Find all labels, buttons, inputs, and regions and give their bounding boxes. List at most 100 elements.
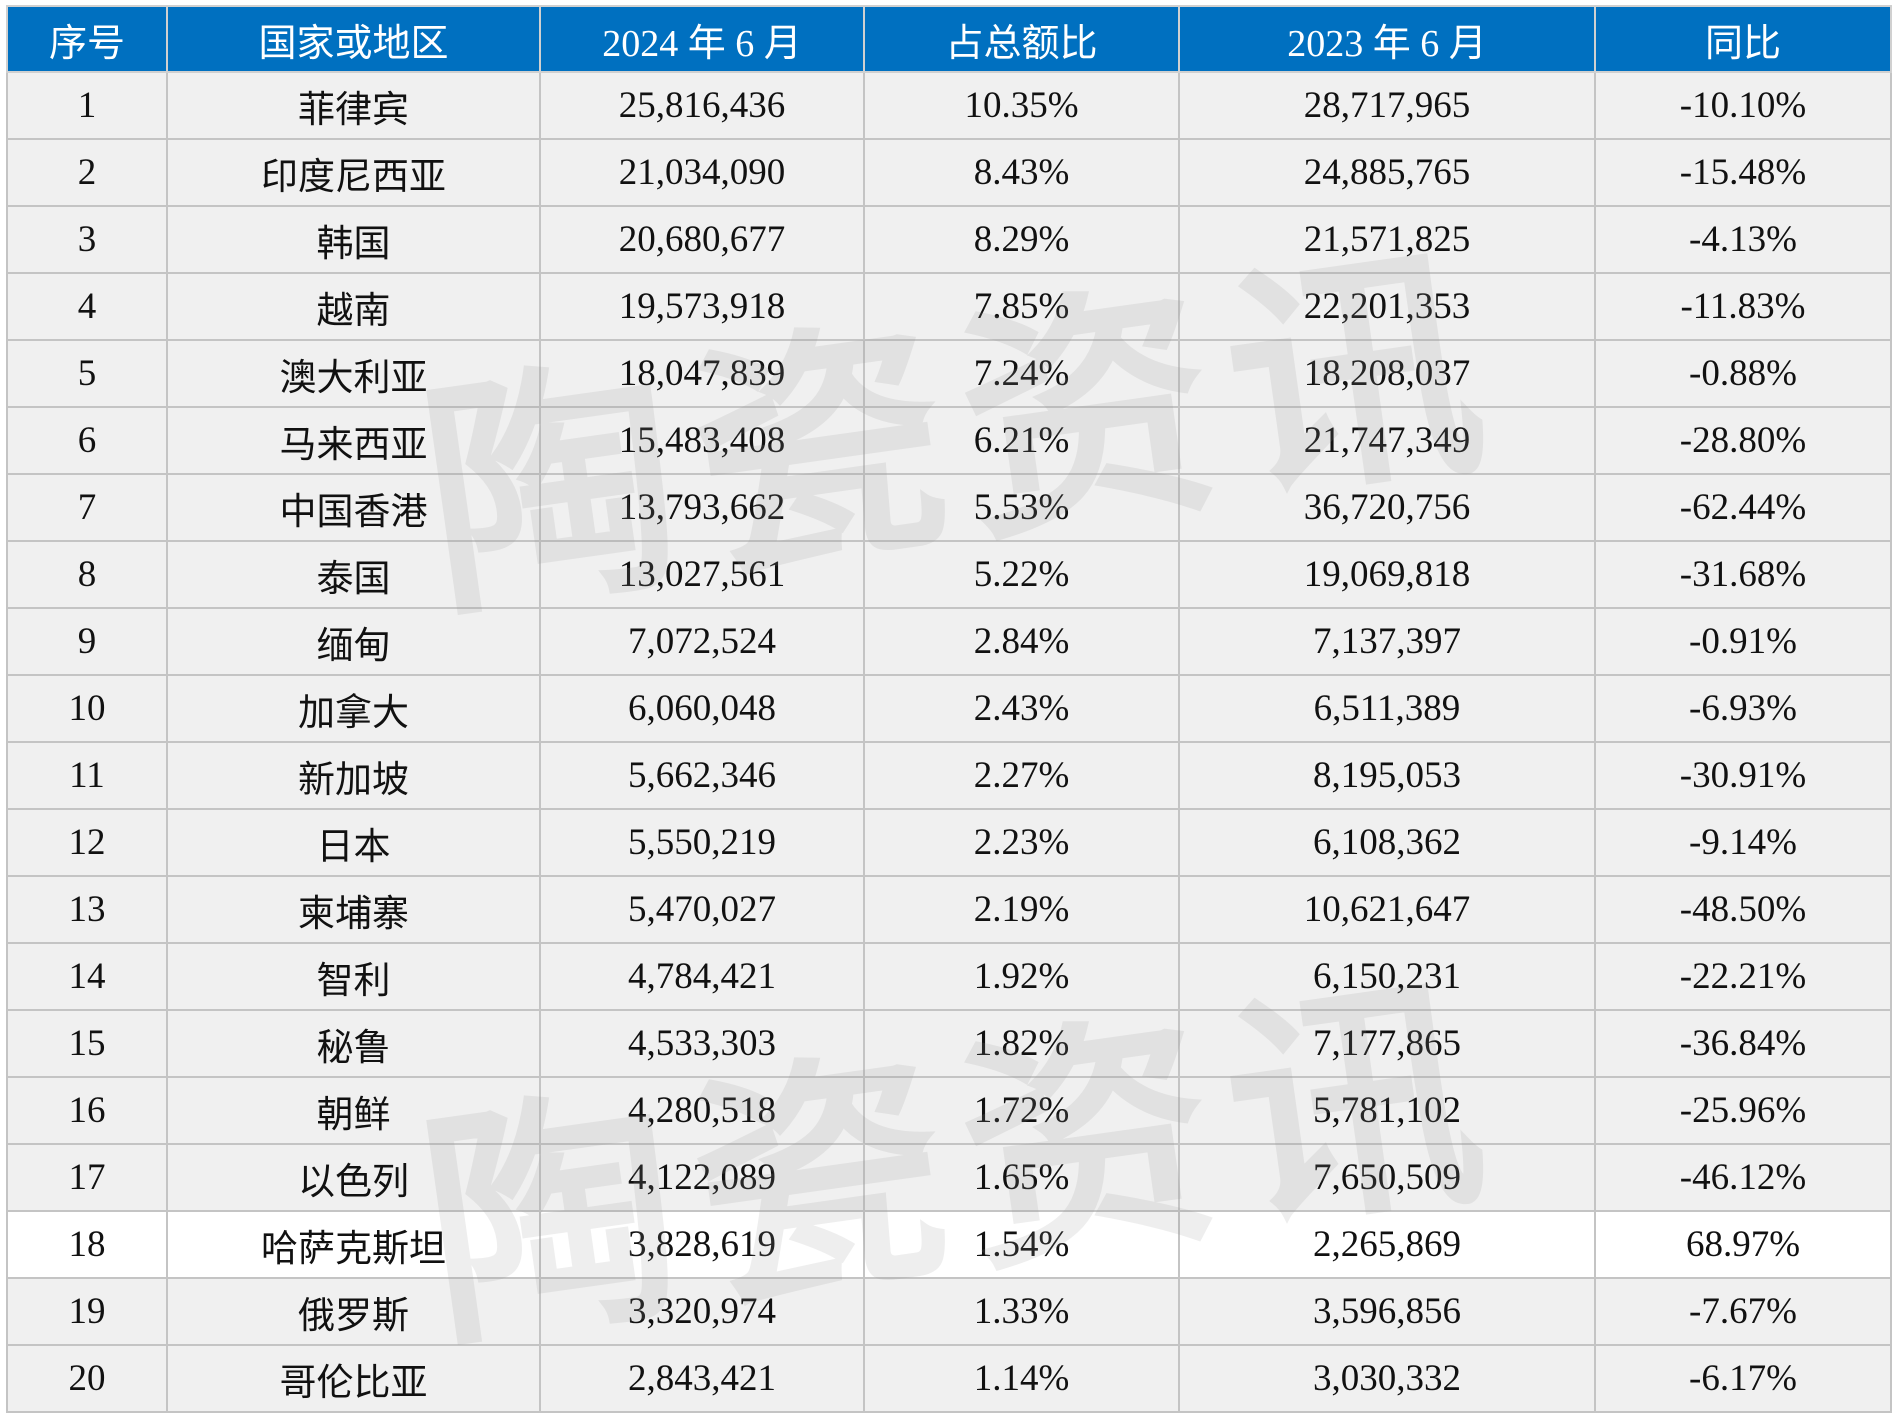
cell-yoy: -46.12% (1594, 1143, 1892, 1212)
cell-2023-june: 7,650,509 (1178, 1143, 1596, 1212)
cell-2024-june: 5,470,027 (539, 875, 865, 944)
cell-2023-june: 36,720,756 (1178, 473, 1596, 542)
cell-share: 1.54% (863, 1210, 1180, 1279)
cell-country: 菲律宾 (166, 71, 541, 140)
cell-yoy: -11.83% (1594, 272, 1892, 341)
cell-country: 越南 (166, 272, 541, 341)
cell-share: 2.43% (863, 674, 1180, 743)
cell-yoy: -31.68% (1594, 540, 1892, 609)
table-row: 1 菲律宾 25,816,436 10.35% 28,717,965 -10.10% (6, 71, 1892, 140)
cell-yoy: -62.44% (1594, 473, 1892, 542)
table-row: 3 韩国 20,680,677 8.29% 21,571,825 -4.13% (6, 205, 1892, 274)
cell-rank: 5 (6, 339, 168, 408)
cell-yoy: -15.48% (1594, 138, 1892, 207)
cell-country: 秘鲁 (166, 1009, 541, 1078)
cell-2024-june: 4,280,518 (539, 1076, 865, 1145)
cell-2024-june: 20,680,677 (539, 205, 865, 274)
table-row: 15 秘鲁 4,533,303 1.82% 7,177,865 -36.84% (6, 1009, 1892, 1078)
cell-country: 哈萨克斯坦 (166, 1210, 541, 1279)
cell-share: 2.27% (863, 741, 1180, 810)
cell-share: 1.65% (863, 1143, 1180, 1212)
cell-country: 马来西亚 (166, 406, 541, 475)
cell-2024-june: 4,122,089 (539, 1143, 865, 1212)
cell-rank: 9 (6, 607, 168, 676)
cell-country: 以色列 (166, 1143, 541, 1212)
table-row: 20 哥伦比亚 2,843,421 1.14% 3,030,332 -6.17% (6, 1344, 1892, 1413)
cell-2023-june: 21,747,349 (1178, 406, 1596, 475)
cell-yoy: -6.17% (1594, 1344, 1892, 1413)
cell-2024-june: 5,662,346 (539, 741, 865, 810)
cell-country: 柬埔寨 (166, 875, 541, 944)
cell-2024-june: 25,816,436 (539, 71, 865, 140)
header-2023-june: 2023 年 6 月 (1178, 5, 1596, 73)
cell-yoy: -36.84% (1594, 1009, 1892, 1078)
cell-2023-june: 2,265,869 (1178, 1210, 1596, 1279)
cell-2023-june: 6,511,389 (1178, 674, 1596, 743)
cell-share: 8.29% (863, 205, 1180, 274)
cell-share: 7.24% (863, 339, 1180, 408)
table-row: 19 俄罗斯 3,320,974 1.33% 3,596,856 -7.67% (6, 1277, 1892, 1346)
cell-yoy: -4.13% (1594, 205, 1892, 274)
cell-rank: 16 (6, 1076, 168, 1145)
cell-share: 1.33% (863, 1277, 1180, 1346)
cell-country: 印度尼西亚 (166, 138, 541, 207)
cell-rank: 6 (6, 406, 168, 475)
cell-country: 韩国 (166, 205, 541, 274)
cell-2023-june: 19,069,818 (1178, 540, 1596, 609)
header-yoy: 同比 (1594, 5, 1892, 73)
cell-rank: 1 (6, 71, 168, 140)
cell-rank: 20 (6, 1344, 168, 1413)
cell-country: 新加坡 (166, 741, 541, 810)
cell-share: 2.19% (863, 875, 1180, 944)
cell-2024-june: 15,483,408 (539, 406, 865, 475)
header-country: 国家或地区 (166, 5, 541, 73)
table-row: 16 朝鲜 4,280,518 1.72% 5,781,102 -25.96% (6, 1076, 1892, 1145)
cell-country: 日本 (166, 808, 541, 877)
cell-2024-june: 13,027,561 (539, 540, 865, 609)
cell-yoy: -22.21% (1594, 942, 1892, 1011)
cell-rank: 17 (6, 1143, 168, 1212)
cell-2023-june: 24,885,765 (1178, 138, 1596, 207)
cell-2023-june: 6,150,231 (1178, 942, 1596, 1011)
table-row: 7 中国香港 13,793,662 5.53% 36,720,756 -62.44% (6, 473, 1892, 542)
cell-rank: 7 (6, 473, 168, 542)
cell-2023-june: 18,208,037 (1178, 339, 1596, 408)
table-row: 17 以色列 4,122,089 1.65% 7,650,509 -46.12% (6, 1143, 1892, 1212)
cell-2024-june: 13,793,662 (539, 473, 865, 542)
cell-share: 5.22% (863, 540, 1180, 609)
cell-yoy: -28.80% (1594, 406, 1892, 475)
cell-2023-june: 22,201,353 (1178, 272, 1596, 341)
cell-share: 2.84% (863, 607, 1180, 676)
cell-2024-june: 18,047,839 (539, 339, 865, 408)
cell-2024-june: 7,072,524 (539, 607, 865, 676)
cell-2023-june: 10,621,647 (1178, 875, 1596, 944)
cell-rank: 14 (6, 942, 168, 1011)
table-row: 6 马来西亚 15,483,408 6.21% 21,747,349 -28.80% (6, 406, 1892, 475)
table-row: 4 越南 19,573,918 7.85% 22,201,353 -11.83% (6, 272, 1892, 341)
cell-country: 智利 (166, 942, 541, 1011)
cell-2023-june: 3,596,856 (1178, 1277, 1596, 1346)
cell-yoy: -30.91% (1594, 741, 1892, 810)
cell-country: 俄罗斯 (166, 1277, 541, 1346)
cell-yoy: -0.91% (1594, 607, 1892, 676)
cell-country: 缅甸 (166, 607, 541, 676)
cell-share: 1.92% (863, 942, 1180, 1011)
table-row: 14 智利 4,784,421 1.92% 6,150,231 -22.21% (6, 942, 1892, 1011)
cell-2023-june: 8,195,053 (1178, 741, 1596, 810)
cell-rank: 19 (6, 1277, 168, 1346)
table-row: 10 加拿大 6,060,048 2.43% 6,511,389 -6.93% (6, 674, 1892, 743)
cell-rank: 15 (6, 1009, 168, 1078)
cell-yoy: -25.96% (1594, 1076, 1892, 1145)
cell-2024-june: 4,784,421 (539, 942, 865, 1011)
cell-2023-june: 7,137,397 (1178, 607, 1596, 676)
cell-share: 2.23% (863, 808, 1180, 877)
table-row: 8 泰国 13,027,561 5.22% 19,069,818 -31.68% (6, 540, 1892, 609)
table-row: 5 澳大利亚 18,047,839 7.24% 18,208,037 -0.88% (6, 339, 1892, 408)
table-row: 11 新加坡 5,662,346 2.27% 8,195,053 -30.91% (6, 741, 1892, 810)
table-row: 18 哈萨克斯坦 3,828,619 1.54% 2,265,869 68.97% (6, 1210, 1892, 1279)
cell-share: 10.35% (863, 71, 1180, 140)
cell-2023-june: 5,781,102 (1178, 1076, 1596, 1145)
cell-yoy: -9.14% (1594, 808, 1892, 877)
cell-country: 澳大利亚 (166, 339, 541, 408)
cell-rank: 10 (6, 674, 168, 743)
